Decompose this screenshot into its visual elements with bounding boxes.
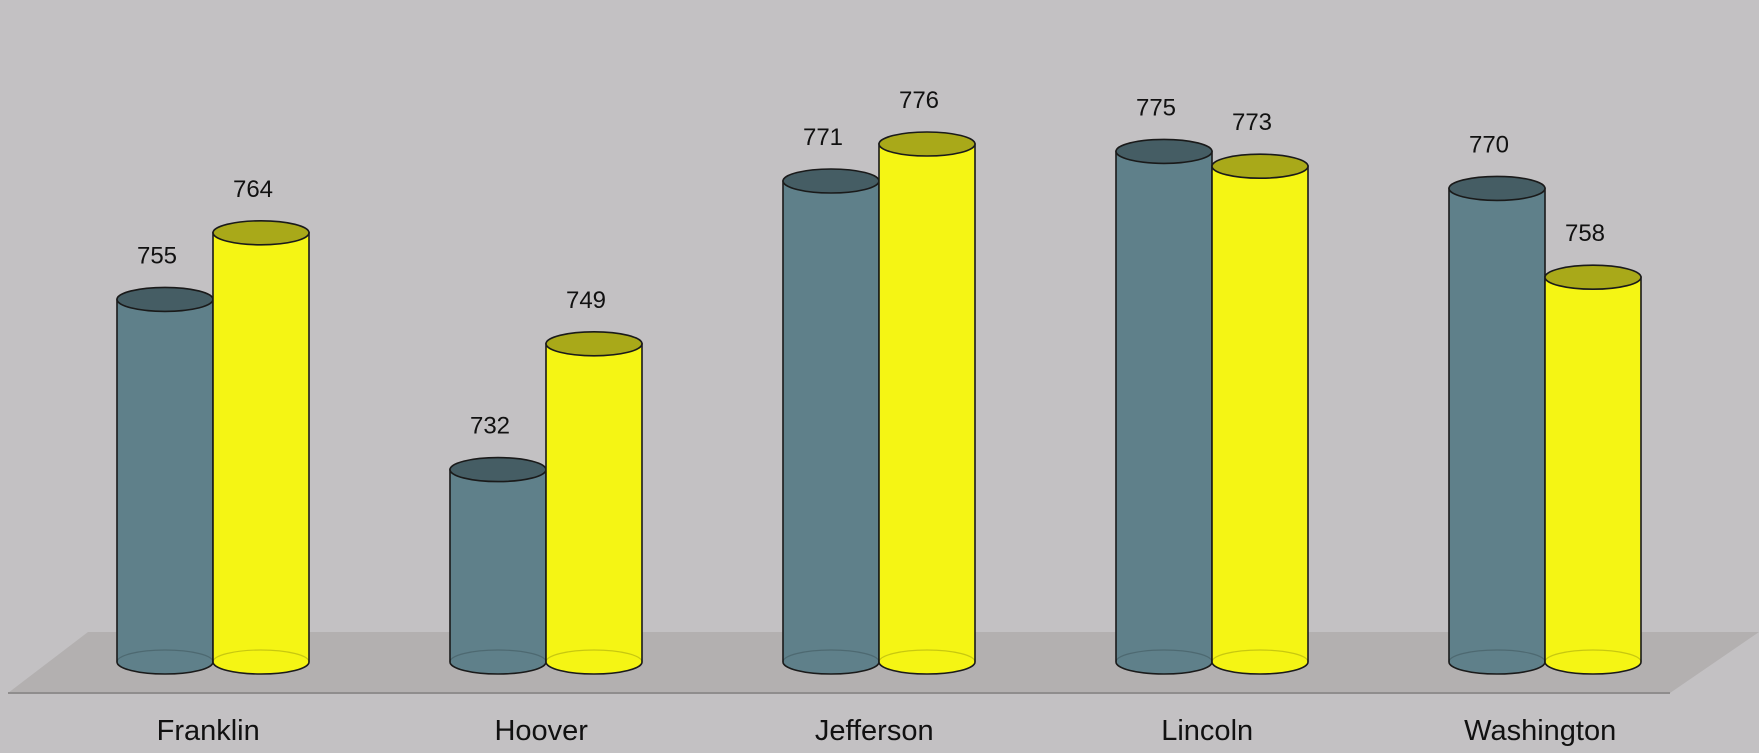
data-label: 771 [803, 124, 843, 151]
bar-washington-series-1 [1448, 175, 1546, 675]
data-label: 755 [137, 242, 177, 269]
data-label: 770 [1469, 131, 1509, 158]
bar-top [449, 456, 547, 483]
data-label: 775 [1136, 94, 1176, 121]
bar-body [212, 232, 310, 675]
data-label: 732 [470, 413, 510, 440]
bar-base-rim [545, 649, 643, 663]
x-tick-label: Washington [1464, 715, 1616, 747]
bar-base-rim [1211, 649, 1309, 663]
bar-body [1211, 165, 1309, 675]
bar-top [878, 131, 976, 157]
bar-top [212, 220, 310, 246]
x-tick-label: Franklin [157, 715, 260, 747]
bar-top [1211, 153, 1309, 179]
bar-top [1448, 175, 1546, 202]
bar-top [116, 286, 214, 313]
bar-base-rim [782, 649, 880, 663]
bar-body [782, 180, 880, 675]
bar-body [878, 143, 976, 675]
bar-hoover-series-1 [449, 456, 547, 675]
bar-top [1544, 264, 1642, 291]
bar-base-rim [449, 649, 547, 663]
bar-jefferson-series-2 [878, 131, 976, 675]
bar-base-rim [878, 649, 976, 663]
bar-base-rim [1544, 649, 1642, 663]
bar-top [782, 168, 880, 194]
bar-top [1115, 138, 1213, 165]
bar-body [545, 343, 643, 675]
bar-lincoln-series-2 [1211, 153, 1309, 675]
bar-body [116, 298, 214, 675]
bar-body [449, 468, 547, 675]
data-label: 776 [899, 87, 939, 114]
bar-body [1115, 150, 1213, 675]
bar-top [545, 330, 643, 357]
bars-layer [116, 131, 1642, 675]
bar-base-rim [1448, 649, 1546, 663]
x-tick-label: Jefferson [815, 715, 934, 747]
bar-lincoln-series-1 [1115, 138, 1213, 675]
bar-body [1448, 187, 1546, 675]
bar-hoover-series-2 [545, 330, 643, 675]
bar-base-rim [212, 649, 310, 663]
data-label: 764 [233, 176, 273, 203]
bar-washington-series-2 [1544, 264, 1642, 675]
x-tick-label: Lincoln [1161, 715, 1253, 747]
data-label: 749 [566, 287, 606, 314]
data-label: 758 [1565, 220, 1605, 247]
bar-franklin-series-1 [116, 286, 214, 675]
bar-base-rim [1115, 649, 1213, 663]
bar-franklin-series-2 [212, 220, 310, 675]
bar-body [1544, 276, 1642, 675]
bar-jefferson-series-1 [782, 168, 880, 675]
data-label: 773 [1232, 109, 1272, 136]
x-tick-label: Hoover [494, 715, 588, 747]
labels-layer: 755 764 Franklin 732 749 Hoover 771 776 Jefferso… [137, 87, 1616, 747]
bar-base-rim [116, 649, 214, 663]
